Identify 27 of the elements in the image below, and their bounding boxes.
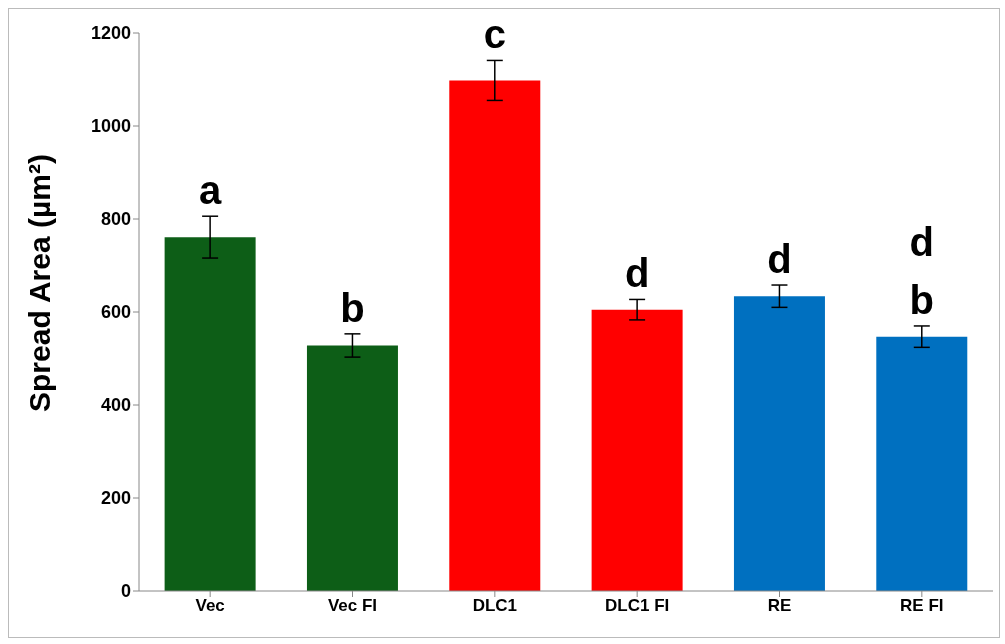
x-tick-label: Vec FI: [327, 596, 378, 616]
y-tick-label: 200: [100, 488, 131, 509]
annotation: d: [909, 219, 935, 264]
x-tick-label: RE FI: [900, 596, 944, 616]
bar: [449, 80, 541, 591]
annotation: d: [767, 237, 792, 282]
x-tick-label: DLC1 FI: [605, 596, 670, 616]
y-tick-label: 1000: [90, 116, 131, 137]
bar: [591, 309, 683, 591]
bar: [164, 237, 256, 591]
bar: [876, 336, 968, 591]
y-tick-label: 600: [100, 302, 131, 323]
x-tick-label: DLC1: [472, 596, 518, 616]
y-tick-label: 1200: [90, 23, 131, 44]
bar: [733, 296, 825, 591]
x-tick-label: Vec: [195, 596, 225, 616]
annotation: d: [624, 251, 650, 296]
bar: [306, 345, 398, 591]
y-tick-label: 400: [100, 395, 131, 416]
annotation: b: [340, 285, 365, 330]
annotation: b: [909, 277, 935, 322]
annotation: c: [483, 12, 506, 57]
y-axis-title: Spread Area (µm²): [22, 154, 56, 412]
annotation: a: [199, 168, 223, 213]
y-tick-label: 800: [100, 209, 131, 230]
x-tick-label: RE: [767, 596, 792, 616]
y-tick-label: 0: [120, 581, 131, 602]
